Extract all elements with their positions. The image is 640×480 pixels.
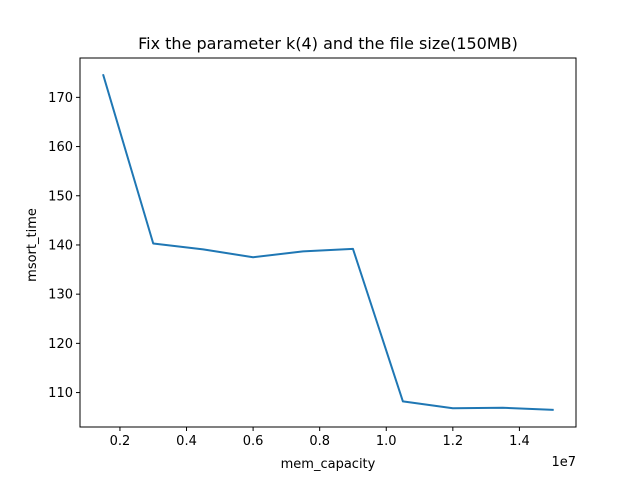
plot-frame [79, 57, 577, 428]
x-tick-label-0: 0.2 [110, 434, 131, 449]
x-tick-label-2: 0.6 [243, 434, 264, 449]
x-tick-label-1: 0.4 [176, 434, 197, 449]
x-tick-label-4: 1.0 [376, 434, 397, 449]
x-tick-label-6: 1.4 [509, 434, 530, 449]
y-tick-label-4: 150 [48, 189, 73, 204]
y-tick-label-1: 120 [48, 337, 73, 352]
chart-title: Fix the parameter k(4) and the file size… [138, 34, 518, 53]
x-tick-label-3: 0.8 [309, 434, 330, 449]
y-tick-label-3: 140 [48, 238, 73, 253]
y-tick-label-6: 170 [48, 91, 73, 106]
x-tick-label-5: 1.2 [442, 434, 463, 449]
x-axis-offset-label: 1e7 [551, 455, 576, 470]
series-line-0 [102, 73, 554, 411]
plot-area: 0.2 0.4 0.6 0.8 1.0 1.2 1.4 110 120 130 140 150 160 1… [48, 57, 577, 449]
x-axis-label: mem_capacity [281, 457, 376, 472]
y-tick-label-2: 130 [48, 288, 73, 303]
y-tick-label-5: 160 [48, 140, 73, 155]
y-axis-label: msort_time [25, 208, 40, 282]
y-tick-label-0: 110 [48, 386, 73, 401]
